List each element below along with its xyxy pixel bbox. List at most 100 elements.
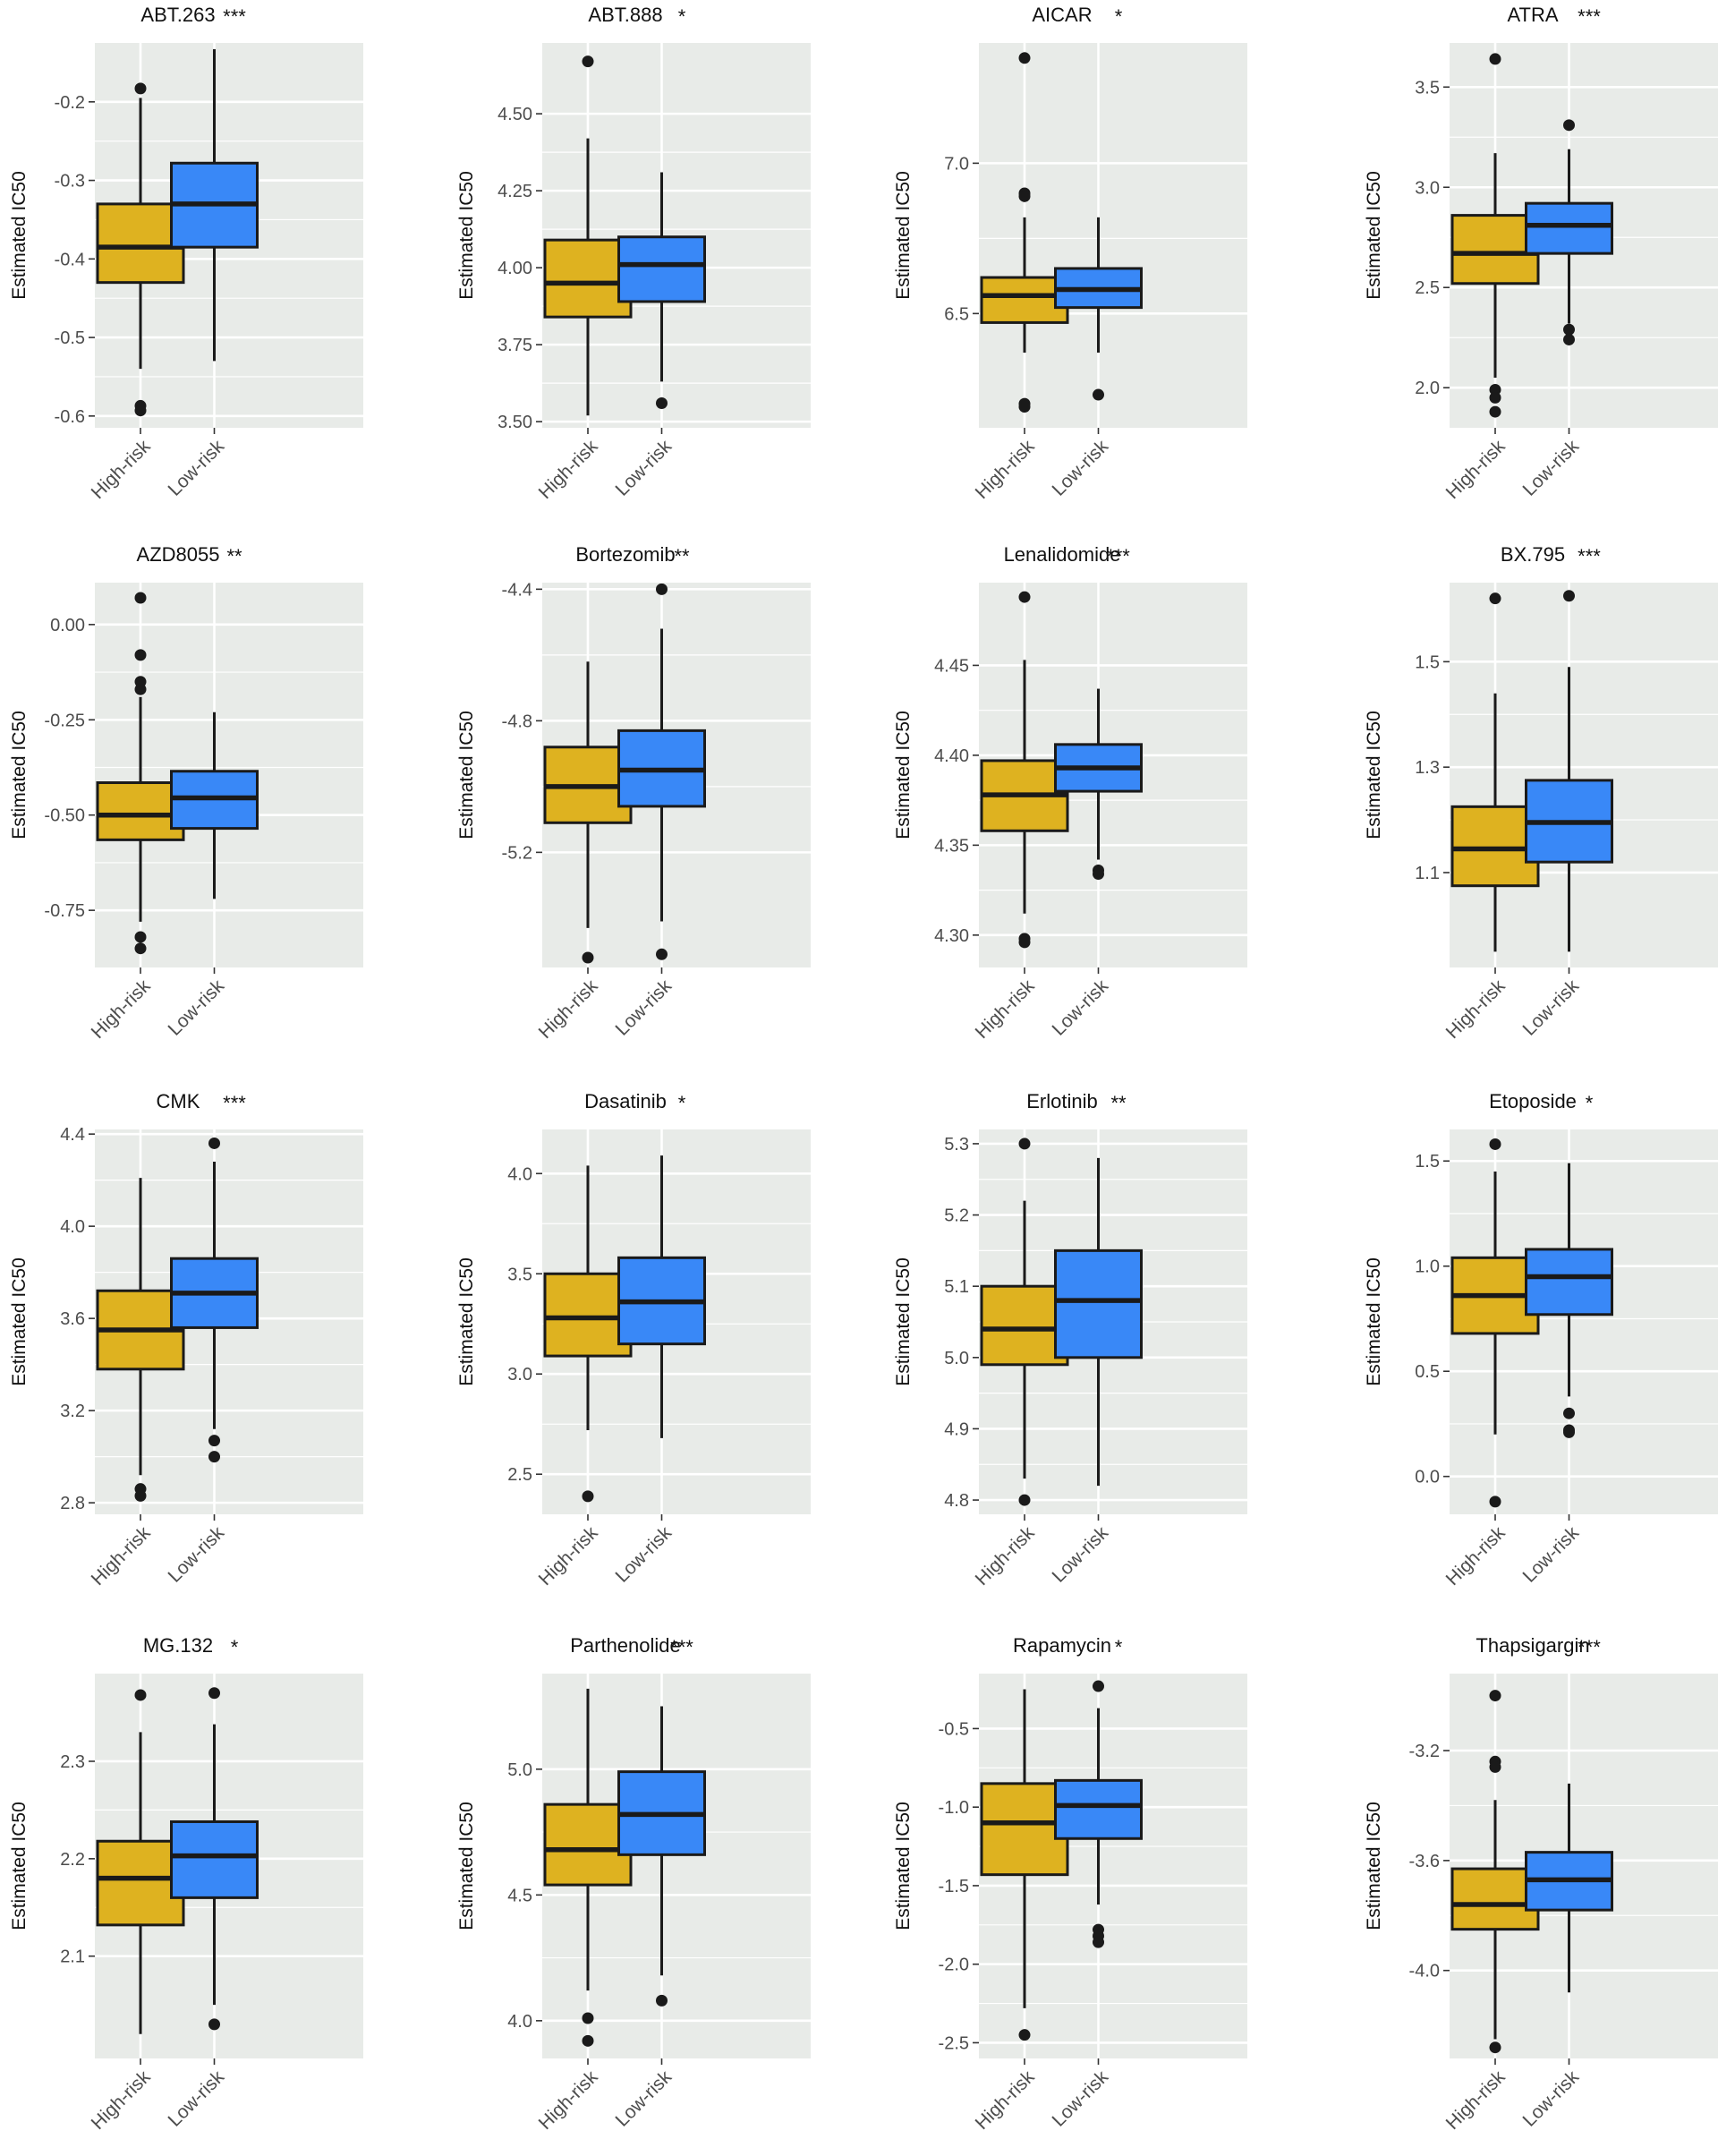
y-tick-label: 3.6 [60, 1309, 85, 1329]
x-category-label: High-risk [972, 436, 1039, 503]
box-low-risk [1525, 590, 1613, 952]
outlier-point [208, 1435, 220, 1447]
box-low-risk [1525, 1163, 1613, 1438]
iqr-box [543, 238, 633, 319]
outlier-point [656, 948, 668, 960]
significance-stars: * [231, 1636, 239, 1658]
panel-background [542, 43, 811, 428]
x-category-label: Low-risk [164, 1522, 228, 1587]
outlier-point [208, 1687, 220, 1700]
y-tick-label: -0.75 [44, 901, 85, 921]
outlier-point [1018, 400, 1031, 413]
y-axis-label: Estimated IC50 [456, 171, 477, 300]
outlier-point [134, 942, 147, 955]
x-category-label: High-risk [972, 1522, 1039, 1589]
y-axis-label: Estimated IC50 [893, 1802, 914, 1930]
outlier-point [134, 1689, 147, 1701]
x-category-label: Low-risk [164, 976, 228, 1040]
y-tick-label: 3.75 [498, 336, 532, 355]
y-tick-label: 4.45 [934, 656, 969, 676]
y-tick-label: 2.8 [60, 1494, 85, 1513]
panel-title: Rapamycin [1013, 1634, 1111, 1657]
y-axis-label: Estimated IC50 [1364, 711, 1384, 839]
y-tick-label: -1.0 [939, 1798, 969, 1818]
panel-title: AICAR [1032, 4, 1092, 26]
y-tick-label: -1.5 [939, 1877, 969, 1896]
panel-azd8055: 0.00 -0.25 -0.50 -0.75 High-risk Low-risk AZD8… [9, 543, 363, 1043]
x-category-label: High-risk [88, 2067, 155, 2134]
y-tick-label: 3.50 [498, 413, 532, 432]
y-tick-label: -3.6 [1409, 1852, 1440, 1871]
box-low-risk [617, 1155, 706, 1438]
y-tick-label: 2.5 [507, 1465, 532, 1485]
outlier-point [1489, 1690, 1501, 1702]
x-category-label: Low-risk [164, 2067, 228, 2131]
x-category-label: High-risk [1442, 436, 1510, 503]
box-high-risk [543, 661, 633, 964]
box-high-risk [980, 591, 1069, 949]
outlier-point [1018, 2029, 1031, 2041]
x-category-label: High-risk [535, 1522, 602, 1589]
box-high-risk [980, 1689, 1069, 2041]
y-tick-label: -2.0 [939, 1956, 969, 1975]
box-high-risk [1450, 592, 1540, 952]
outlier-point [1018, 190, 1031, 202]
y-tick-label: 2.3 [60, 1752, 85, 1772]
y-axis-label: Estimated IC50 [1364, 171, 1384, 300]
y-tick-label: -0.3 [55, 172, 85, 192]
outlier-point [1489, 53, 1501, 65]
significance-stars: ** [674, 545, 690, 567]
y-tick-label: 0.0 [1415, 1468, 1440, 1487]
y-tick-label: 4.0 [507, 1164, 532, 1184]
iqr-box [980, 1782, 1069, 1877]
y-tick-label: 4.0 [507, 2012, 532, 2032]
outlier-point [1093, 388, 1104, 401]
outlier-point [1563, 590, 1575, 602]
x-category-label: High-risk [88, 1522, 155, 1589]
box-low-risk [1054, 1680, 1143, 1948]
panel-title: ABT.263 [140, 4, 215, 26]
panel-bx-795: 1.5 1.3 1.1 High-risk Low-risk BX.795 *** Estim… [1364, 543, 1718, 1043]
y-axis-label: Estimated IC50 [893, 711, 914, 839]
significance-stars: *** [670, 1636, 693, 1658]
x-category-label: High-risk [88, 976, 155, 1043]
iqr-box [1054, 1778, 1143, 1840]
significance-stars: *** [1578, 5, 1601, 28]
y-tick-label: 0.00 [50, 616, 85, 635]
outlier-point [582, 2012, 594, 2024]
iqr-box [1525, 201, 1613, 255]
iqr-box [1525, 1248, 1613, 1317]
outlier-point [582, 55, 594, 68]
outlier-point [1093, 1680, 1104, 1692]
x-category-label: Low-risk [164, 436, 228, 500]
panel-atra: 3.5 3.0 2.5 2.0 High-risk Low-risk ATRA *** Esti… [1364, 4, 1718, 503]
panel-etoposide: 1.5 1.0 0.5 0.0 High-risk Low-risk Etoposide * E… [1364, 1090, 1718, 1589]
x-category-label: Low-risk [1518, 1522, 1583, 1587]
panel-title: Thapsigargin [1476, 1634, 1589, 1657]
y-tick-label: -0.4 [55, 250, 85, 269]
significance-stars: *** [1578, 545, 1601, 567]
panel-title: ATRA [1507, 4, 1558, 26]
iqr-box [980, 1284, 1069, 1367]
x-category-label: High-risk [972, 2067, 1039, 2134]
box-low-risk [1054, 217, 1143, 401]
x-category-label: High-risk [1442, 976, 1510, 1043]
box-low-risk [1054, 1157, 1143, 1487]
y-tick-label: 5.1 [944, 1277, 969, 1297]
y-tick-label: 0.5 [1415, 1362, 1440, 1382]
box-high-risk [980, 52, 1069, 413]
x-category-label: Low-risk [1518, 2067, 1583, 2131]
outlier-point [208, 1451, 220, 1463]
y-tick-label: 7.0 [944, 154, 969, 174]
y-tick-label: 2.0 [1415, 379, 1440, 398]
panel-title: ABT.888 [588, 4, 662, 26]
x-category-label: High-risk [535, 436, 602, 503]
y-tick-label: -2.5 [939, 2033, 969, 2053]
y-tick-label: -3.2 [1409, 1742, 1440, 1761]
outlier-point [134, 1489, 147, 1502]
panel-mg-132: 2.3 2.2 2.1 High-risk Low-risk MG.132 * Estimat… [9, 1634, 363, 2134]
panel-title: Etoposide [1489, 1090, 1577, 1112]
